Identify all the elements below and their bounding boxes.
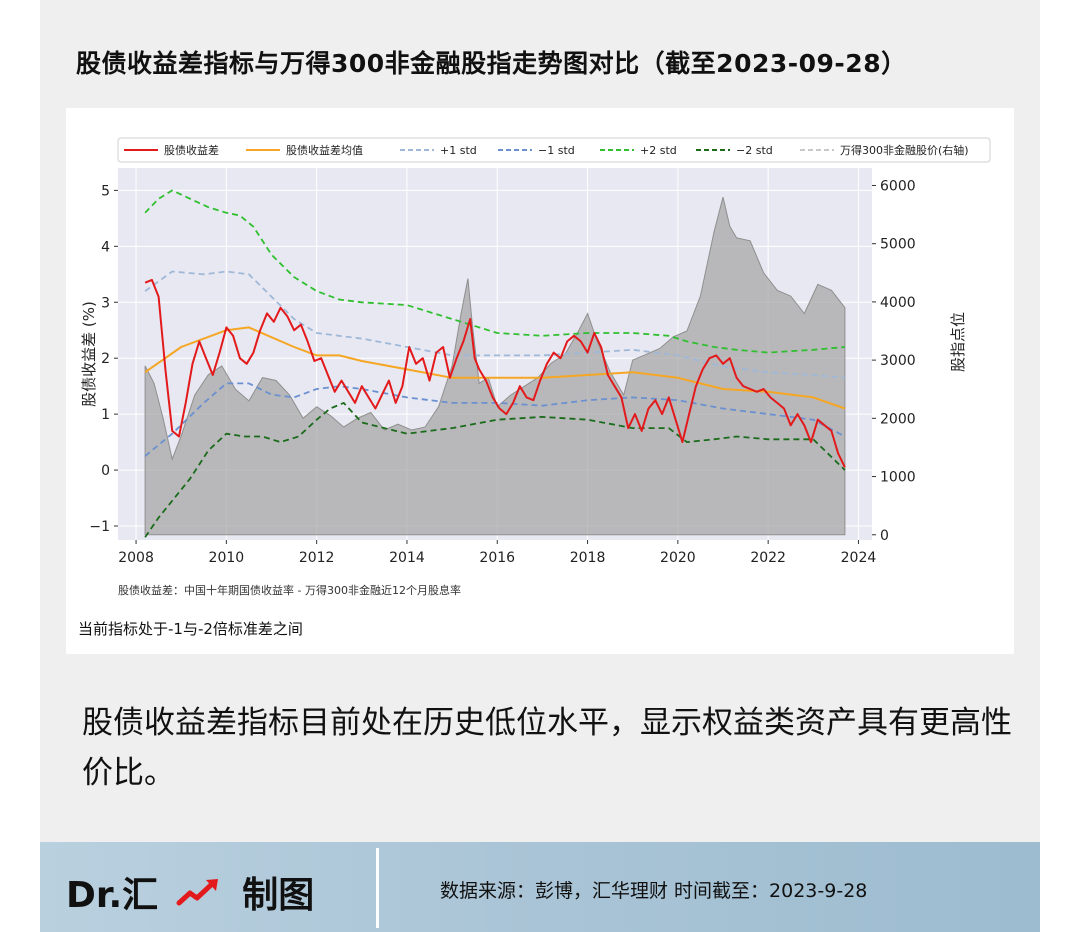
x-tick-label: 2018: [570, 550, 606, 566]
legend-label: 股债收益差: [164, 143, 219, 157]
brand-name: Dr.汇: [66, 875, 159, 916]
y2-tick-label: 6000: [880, 178, 916, 194]
y2-tick-label: 1000: [880, 470, 916, 486]
y-tick-label: 0: [101, 463, 110, 479]
legend-label: +2 std: [640, 144, 677, 157]
y2-tick-label: 2000: [880, 411, 916, 427]
legend-label: +1 std: [440, 144, 477, 157]
y-tick-label: 3: [101, 295, 110, 311]
x-tick-label: 2008: [118, 550, 154, 566]
footer-divider: [376, 848, 379, 928]
legend-label: −2 std: [736, 144, 773, 157]
plus1-std-line: [144, 270, 845, 379]
status-text: 当前指标处于-1与-2倍标准差之间: [78, 620, 303, 638]
x-tick-label: 2020: [660, 550, 696, 566]
minus1-std-line: [144, 382, 846, 457]
minus2-std-line: [144, 401, 846, 538]
y2-tick-label: 4000: [880, 295, 916, 311]
legend-box: [117, 137, 991, 163]
spread-line: [144, 278, 846, 468]
brand: Dr.汇 制图: [66, 866, 314, 918]
x-tick-label: 2010: [209, 550, 245, 566]
y2-tick-label: 5000: [880, 237, 916, 253]
y2-tick-label: 0: [880, 528, 889, 544]
y-tick-label: 2: [101, 351, 110, 367]
x-tick-label: 2022: [750, 550, 786, 566]
y-axis-label: 股债收益差 (%): [80, 301, 98, 407]
legend-label: 股债收益差均值: [286, 143, 363, 157]
y-tick-label: 5: [101, 183, 110, 199]
y-tick-label: 4: [101, 239, 110, 255]
x-tick-label: 2012: [299, 550, 335, 566]
footer-bar: Dr.汇 制图 数据来源：彭博，汇华理财 时间截至：2023-9-28: [40, 842, 1040, 932]
y-tick-label: 1: [101, 407, 110, 423]
x-tick-label: 2016: [479, 550, 515, 566]
trend-up-icon: [176, 879, 219, 906]
mean-line: [144, 326, 846, 410]
chart-panel: 2008 2010 2012 2014 2016 2018 2020 2022 2024 −1 0 1…: [66, 108, 1014, 654]
chart-note: 股债收益差：中国十年期国债收益率 - 万得300非金融近12个月股息率: [118, 584, 461, 597]
index-area-series: [144, 196, 846, 536]
summary-text: 股债收益差指标目前处在历史低位水平，显示权益类资产具有更高性价比。: [82, 705, 1012, 791]
chart-title: 股债收益差指标与万得300非金融股指走势图对比（截至2023-09-28）: [76, 49, 907, 78]
y2-axis-label: 股指点位: [949, 312, 967, 372]
brand-suffix: 制图: [242, 875, 315, 916]
chart-svg: 2008 2010 2012 2014 2016 2018 2020 2022 2024−101…: [80, 137, 991, 566]
y2-tick-label: 3000: [880, 353, 916, 369]
x-tick-label: 2014: [389, 550, 425, 566]
data-source: 数据来源：彭博，汇华理财 时间截至：2023-9-28: [440, 880, 868, 902]
x-tick-label: 2024: [841, 550, 877, 566]
y-tick-label: −1: [89, 519, 110, 535]
legend-label: −1 std: [538, 144, 575, 157]
legend-label: 万得300非金融股价(右轴): [840, 143, 969, 157]
